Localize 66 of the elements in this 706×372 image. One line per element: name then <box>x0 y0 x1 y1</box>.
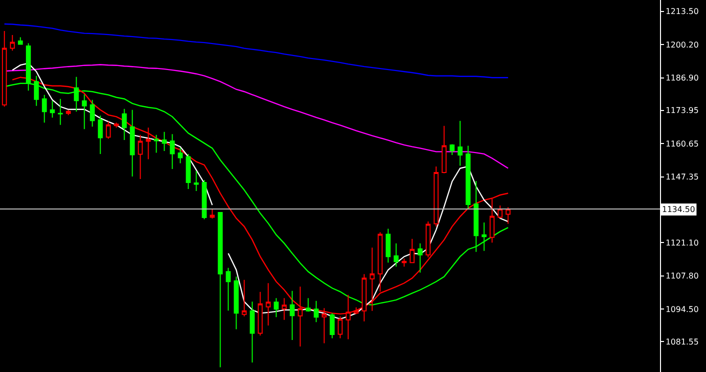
candlestick <box>498 205 503 219</box>
candlestick <box>450 144 455 156</box>
candlestick <box>274 298 279 318</box>
candlestick <box>378 232 383 292</box>
candlestick <box>394 242 399 268</box>
candlestick <box>314 300 319 323</box>
candlestick <box>506 206 511 224</box>
candlestick <box>218 212 223 368</box>
candlestick <box>138 134 143 180</box>
candlestick <box>482 222 487 252</box>
y-tick-label: 1094.50 <box>666 304 699 314</box>
candlestick <box>386 228 391 264</box>
candlestick <box>442 125 447 174</box>
y-tick-label: 1200.20 <box>666 40 699 50</box>
candlestick <box>418 242 423 274</box>
candlestick <box>290 290 295 340</box>
candlestick <box>242 279 247 317</box>
candlestick <box>210 208 215 220</box>
candlestick <box>162 131 167 152</box>
y-tick-label: 1186.90 <box>666 74 699 83</box>
y-tick-label: 1173.95 <box>666 106 699 116</box>
candlestick <box>490 198 495 244</box>
line-series <box>4 23 509 78</box>
candlestick <box>458 120 463 166</box>
candlestick <box>186 153 191 190</box>
candlestick <box>170 134 175 170</box>
candlestick <box>466 145 471 210</box>
y-tick-label: 1213.50 <box>666 7 699 16</box>
candlestick <box>114 122 119 128</box>
candlestick <box>154 134 159 154</box>
candlestick <box>178 147 183 164</box>
candlestick <box>426 221 431 258</box>
candlestick <box>434 166 439 228</box>
candlestick <box>474 180 479 252</box>
candlestick <box>90 99 95 128</box>
y-tick-label: 1107.80 <box>666 272 699 281</box>
candlestick <box>18 36 23 45</box>
candlestick <box>98 115 103 154</box>
y-tick-label: 1081.55 <box>666 337 699 346</box>
candlestick <box>66 109 71 116</box>
candlestick <box>410 238 415 264</box>
candlestick <box>50 100 55 118</box>
candlestick <box>330 312 335 339</box>
candlestick <box>42 94 47 124</box>
candlestick <box>306 298 311 312</box>
ref-line-label: 1134.50 <box>662 205 696 214</box>
candlestick <box>122 108 127 140</box>
candlestick <box>10 34 15 52</box>
candlestick <box>194 170 199 192</box>
candlestick <box>338 316 343 339</box>
candlestick <box>146 127 151 160</box>
candlestick <box>82 94 87 130</box>
y-tick-label: 1121.10 <box>666 238 699 248</box>
candlestick <box>258 291 263 336</box>
y-tick-label: 1147.35 <box>666 172 699 182</box>
candlestick <box>402 258 407 268</box>
candlestick <box>234 276 239 330</box>
candlestick <box>266 282 271 326</box>
candlestick <box>370 247 375 312</box>
candlestick <box>130 109 135 177</box>
candlestick <box>282 298 287 320</box>
candlestick <box>250 301 255 363</box>
candlestick <box>226 267 231 312</box>
y-tick-label: 1160.65 <box>666 139 699 148</box>
candlestick <box>58 98 63 126</box>
candlestick <box>106 121 111 140</box>
